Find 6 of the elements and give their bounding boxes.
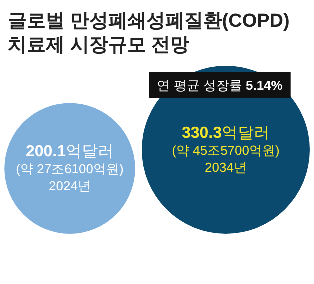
text: (약 45조5700억원) (172, 143, 280, 158)
category-label: 2024년 (49, 178, 91, 194)
data-label: 200.1억달러 (26, 144, 114, 161)
category-label: 2034년 (205, 160, 247, 175)
title: 글로벌 만성폐쇄성폐질환(COPD) 치료제 시장규모 전망 (8, 11, 290, 56)
data-label: 330.3억달러 (182, 125, 270, 142)
